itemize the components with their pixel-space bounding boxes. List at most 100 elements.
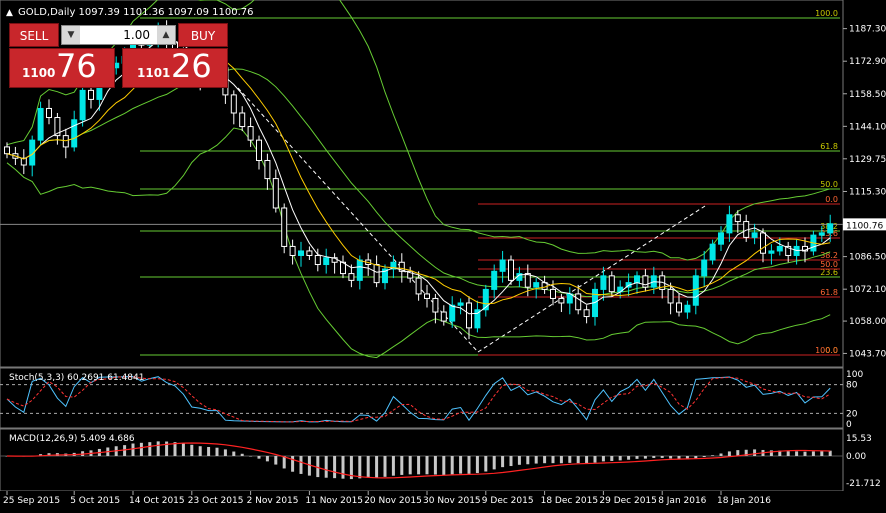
- stoch-level-label: 20: [846, 409, 858, 419]
- macd-histogram-bar: [795, 451, 799, 456]
- one-click-trading-panel: SELL ▼ ▲ BUY 1100 76 1101 26: [9, 23, 228, 89]
- price-label: 1115.30: [849, 187, 886, 197]
- macd-histogram-bar: [316, 456, 320, 478]
- time-label: 14 Oct 2015: [129, 496, 185, 506]
- fib-green-label: 100.0: [815, 9, 838, 18]
- buy-price-button[interactable]: 1101 26: [122, 47, 228, 88]
- macd-histogram-bar: [753, 449, 757, 456]
- macd-histogram-bar: [627, 456, 631, 460]
- candle-body: [449, 304, 456, 322]
- fib-red-label: 23.6: [820, 229, 838, 238]
- macd-histogram-bar: [685, 456, 689, 460]
- time-label: 23 Oct 2015: [188, 496, 244, 506]
- stoch-signal-line: [6, 376, 831, 423]
- macd-histogram-bar: [349, 456, 353, 480]
- price-label: 1144.10: [849, 122, 886, 132]
- macd-histogram-bar: [786, 451, 790, 456]
- macd-histogram-bar: [501, 456, 505, 468]
- macd-histogram-bar: [47, 453, 51, 456]
- lot-decrease-icon[interactable]: ▼: [62, 26, 80, 44]
- candle-body: [726, 214, 733, 234]
- candle-body: [306, 250, 313, 256]
- time-label: 29 Dec 2015: [599, 496, 657, 506]
- price-label: 1058.00: [849, 317, 886, 327]
- macd-histogram-bar: [576, 456, 580, 464]
- lot-increase-icon[interactable]: ▲: [157, 26, 175, 44]
- macd-histogram-bar: [669, 456, 673, 459]
- macd-histogram-bar: [131, 443, 135, 456]
- candle-body: [634, 275, 640, 284]
- macd-histogram-bar: [123, 445, 127, 456]
- macd-histogram-bar: [207, 446, 211, 456]
- sell-button[interactable]: SELL: [9, 23, 59, 47]
- time-label: 9 Dec 2015: [482, 496, 534, 506]
- time-label: 5 Oct 2015: [70, 496, 120, 506]
- macd-histogram-bar: [769, 450, 773, 456]
- candle-body: [474, 309, 481, 329]
- candle-body: [54, 117, 61, 137]
- candle-body: [776, 245, 783, 252]
- candle-body: [457, 302, 464, 306]
- candle-body: [37, 107, 44, 141]
- chart-header-arrow-icon: ▲: [6, 8, 13, 18]
- macd-signal-line: [6, 442, 831, 479]
- sell-price-button[interactable]: 1100 76: [9, 47, 115, 88]
- candle-body: [239, 112, 246, 128]
- candle-body: [382, 268, 388, 284]
- candle-body: [4, 146, 10, 155]
- macd-histogram-bar: [828, 450, 832, 456]
- macd-histogram-bar: [358, 456, 362, 479]
- candle-body: [701, 259, 708, 277]
- current-price-box: [843, 218, 886, 231]
- candle-body: [508, 259, 514, 281]
- price-label: 1043.70: [849, 349, 886, 359]
- candle-body: [642, 275, 649, 288]
- candle-body: [499, 259, 506, 272]
- candle-body: [356, 259, 363, 281]
- time-label: 18 Dec 2015: [541, 496, 599, 506]
- candle-body: [264, 159, 271, 180]
- fib-red-label: 61.8: [820, 288, 838, 297]
- fib-green-label: 61.8: [820, 142, 838, 151]
- candle-body: [20, 157, 27, 166]
- candle-body: [466, 302, 472, 329]
- macd-histogram-bar: [811, 451, 815, 456]
- candle-body: [62, 135, 69, 148]
- macd-histogram-bar: [274, 456, 278, 465]
- candle-body: [575, 293, 582, 311]
- macd-histogram-bar: [383, 456, 387, 477]
- macd-histogram-bar: [820, 451, 824, 456]
- macd-histogram-bar: [736, 450, 740, 456]
- macd-histogram-bar: [299, 456, 303, 474]
- price-axis: 1187.30 1172.90 1158.50 1144.10 1129.75 1115.…: [843, 25, 886, 359]
- macd-histogram-bar: [165, 441, 169, 456]
- candle-body: [550, 288, 556, 299]
- time-label: 8 Jan 2016: [658, 496, 706, 506]
- time-label: 2 Nov 2015: [247, 496, 299, 506]
- lot-size-input[interactable]: [82, 26, 154, 44]
- current-price-label: 1100.76: [846, 221, 883, 231]
- macd-histogram-bar: [198, 446, 202, 456]
- sell-price-pips: 76: [56, 47, 97, 85]
- candle-body: [46, 107, 52, 119]
- macd-histogram-bar: [341, 456, 345, 479]
- buy-button[interactable]: BUY: [178, 23, 228, 47]
- stochastic-layer: 80 20 100 0: [0, 370, 863, 430]
- candle-body: [424, 293, 430, 299]
- candle-body: [583, 309, 590, 318]
- macd-histogram-bar: [257, 456, 261, 459]
- price-label: 1172.90: [849, 57, 886, 67]
- macd-histogram-bar: [459, 456, 463, 474]
- candle-body: [289, 245, 296, 256]
- macd-histogram-bar: [223, 449, 227, 456]
- macd-histogram-bar: [517, 456, 521, 465]
- macd-histogram-bar: [618, 456, 622, 461]
- macd-histogram-bar: [711, 455, 715, 456]
- macd-histogram-bar: [601, 456, 605, 462]
- candle-body: [734, 214, 741, 223]
- price-label: 1158.50: [849, 90, 886, 100]
- macd-histogram-bar: [232, 451, 236, 456]
- macd-histogram-bar: [333, 456, 337, 479]
- macd-layer: 15.53 0.00 -21.712: [0, 434, 881, 489]
